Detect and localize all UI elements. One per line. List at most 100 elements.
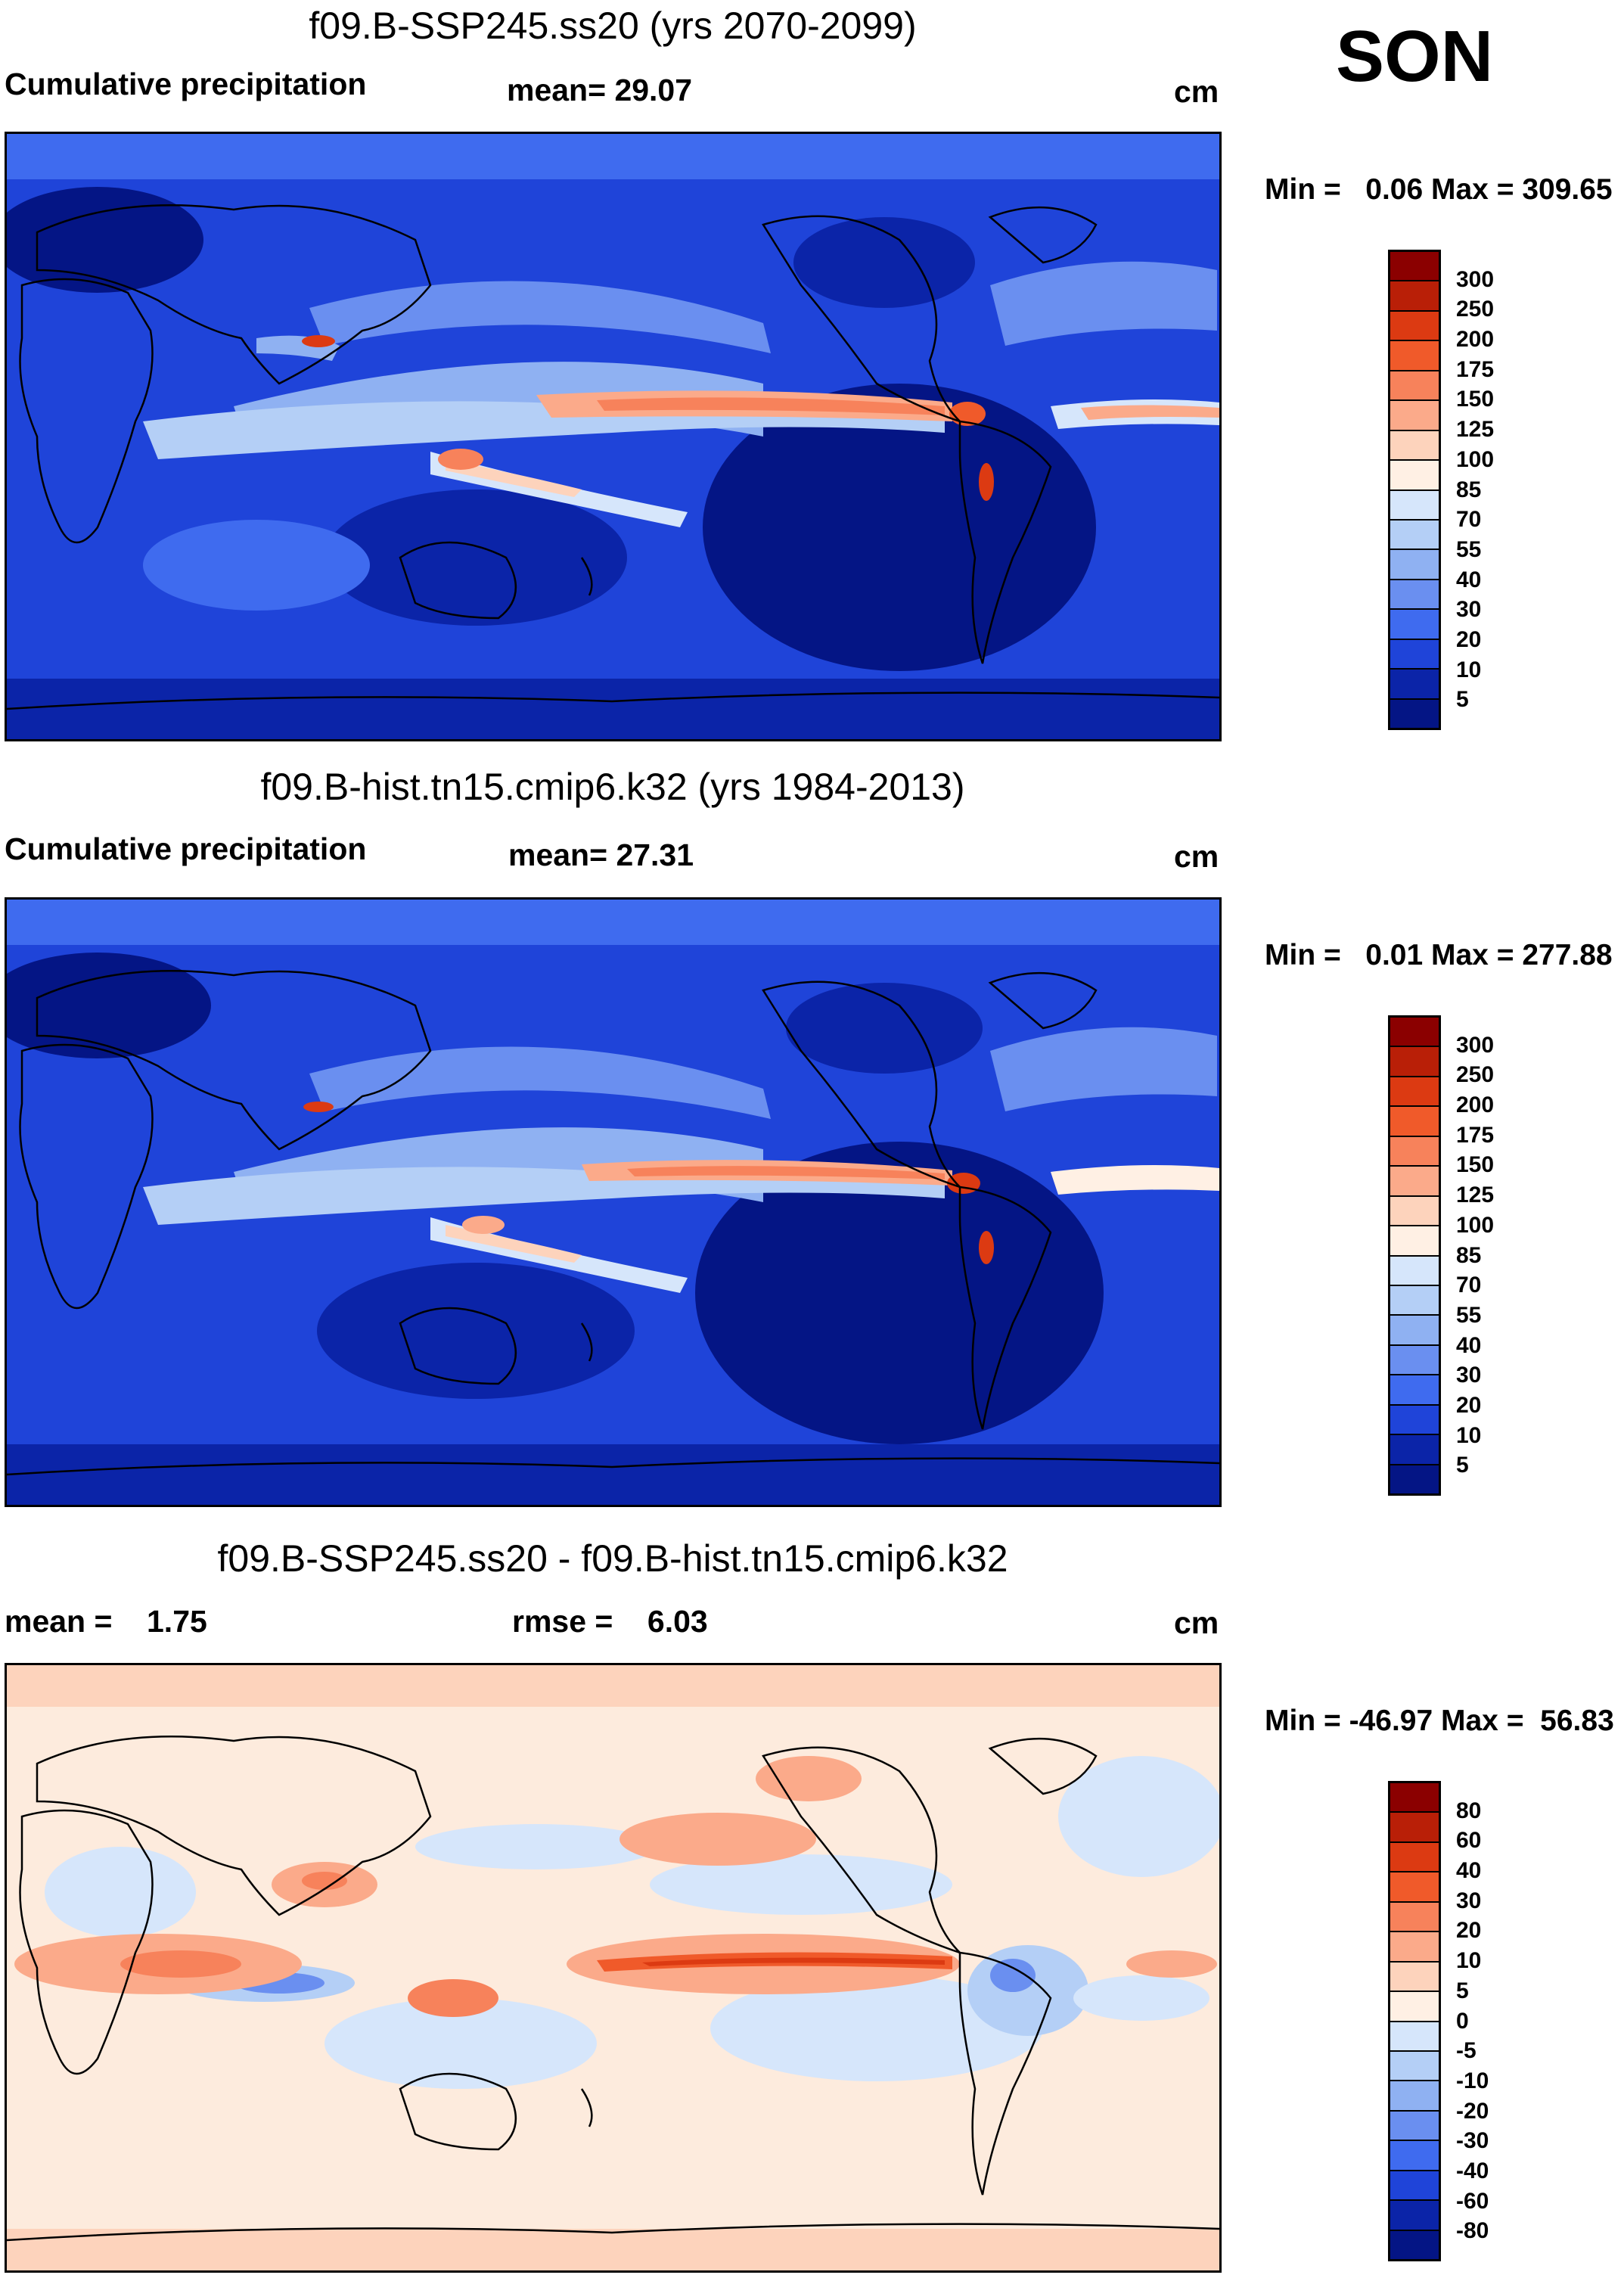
- colorbar-tick-label: 40: [1456, 567, 1482, 592]
- panel-3-colorbar-cells: [1390, 1783, 1439, 2259]
- panel-1-colorbar: [1388, 250, 1441, 730]
- colorbar-tick-label: 55: [1456, 1302, 1482, 1328]
- colorbar-tick-label: -5: [1456, 2038, 1477, 2064]
- colorbar-cell: [1390, 1077, 1439, 1108]
- colorbar-tick-label: 5: [1456, 1978, 1469, 2003]
- colorbar-cell: [1390, 1783, 1439, 1813]
- colorbar-tick-label: 300: [1456, 266, 1495, 292]
- colorbar-cell: [1390, 2201, 1439, 2231]
- colorbar-tick-label: 85: [1456, 1242, 1482, 1268]
- colorbar-cell: [1390, 2081, 1439, 2112]
- panel-1-variable-label: Cumulative precipitation: [5, 67, 367, 101]
- colorbar-tick-label: 200: [1456, 327, 1495, 353]
- colorbar-tick-label: 5: [1456, 687, 1469, 713]
- panel-3-colorbar-labels: 80 60 40 30 20 10 5 0 -5 -10 -20 -30 -40 -60 -80: [1456, 1781, 1539, 2261]
- colorbar-cell: [1390, 1405, 1439, 1436]
- colorbar-cell: [1390, 610, 1439, 640]
- colorbar-cell: [1390, 1842, 1439, 1873]
- colorbar-cell: [1390, 1932, 1439, 1963]
- colorbar-tick-label: 55: [1456, 536, 1482, 562]
- colorbar-cell: [1390, 1465, 1439, 1493]
- panel-3-mean-label: mean = 1.75: [5, 1604, 207, 1639]
- colorbar-tick-label: 70: [1456, 507, 1482, 533]
- panel-1-colorbar-cells: [1390, 252, 1439, 728]
- colorbar-cell: [1390, 1167, 1439, 1197]
- colorbar-tick-label: 300: [1456, 1032, 1495, 1058]
- colorbar-cell: [1390, 580, 1439, 611]
- colorbar-cell: [1390, 1375, 1439, 1406]
- colorbar-cell: [1390, 341, 1439, 371]
- colorbar-cell: [1390, 1316, 1439, 1346]
- colorbar-tick-label: 125: [1456, 417, 1495, 443]
- colorbar-cell: [1390, 2111, 1439, 2142]
- colorbar-tick-label: 250: [1456, 297, 1495, 322]
- colorbar-tick-label: -40: [1456, 2158, 1489, 2183]
- colorbar-cell: [1390, 281, 1439, 312]
- colorbar-cell: [1390, 1256, 1439, 1286]
- colorbar-cell: [1390, 401, 1439, 431]
- panel-2-precip-field: [7, 900, 1219, 1505]
- colorbar-tick-label: 200: [1456, 1092, 1495, 1118]
- colorbar-tick-label: 70: [1456, 1273, 1482, 1298]
- panel-1-colorbar-labels: 300 250 200 175 150 125 100 85 70 55 40 30 20 10 5: [1456, 250, 1539, 730]
- colorbar-tick-label: 150: [1456, 1152, 1495, 1178]
- colorbar-cell: [1390, 1018, 1439, 1048]
- panel-2-units-label: cm: [1174, 839, 1219, 874]
- colorbar-cell: [1390, 1435, 1439, 1465]
- colorbar-cell: [1390, 2051, 1439, 2082]
- colorbar-tick-label: 100: [1456, 446, 1495, 472]
- colorbar-tick-label: 10: [1456, 1948, 1482, 1974]
- colorbar-tick-label: -10: [1456, 2068, 1489, 2093]
- colorbar-cell: [1390, 1813, 1439, 1843]
- panel-1-mean-label: mean= 29.07: [507, 73, 693, 107]
- colorbar-tick-label: 10: [1456, 1422, 1482, 1448]
- colorbar-cell: [1390, 311, 1439, 342]
- panel-2-mean-label: mean= 27.31: [508, 838, 694, 872]
- colorbar-tick-label: 10: [1456, 657, 1482, 682]
- season-label: SON: [1335, 16, 1494, 97]
- colorbar-cell: [1390, 1345, 1439, 1376]
- colorbar-cell: [1390, 1107, 1439, 1137]
- colorbar-cell: [1390, 1136, 1439, 1167]
- panel-2-title: f09.B-hist.tn15.cmip6.k32 (yrs 1984-2013…: [260, 766, 965, 808]
- panel-2-colorbar-labels: 300 250 200 175 150 125 100 85 70 55 40 30 20 10 5: [1456, 1015, 1539, 1496]
- colorbar-cell: [1390, 550, 1439, 580]
- panel-1-minmax: Min = 0.06 Max = 309.65: [1265, 173, 1613, 206]
- colorbar-cell: [1390, 670, 1439, 700]
- colorbar-cell: [1390, 2171, 1439, 2202]
- colorbar-tick-label: 125: [1456, 1183, 1495, 1208]
- panel-2-map: [5, 897, 1222, 1507]
- colorbar-tick-label: 80: [1456, 1798, 1482, 1823]
- panel-3-map: [5, 1663, 1222, 2273]
- colorbar-tick-label: 40: [1456, 1332, 1482, 1358]
- colorbar-tick-label: 250: [1456, 1062, 1495, 1088]
- colorbar-tick-label: -80: [1456, 2218, 1489, 2244]
- panel-2-colorbar: [1388, 1015, 1441, 1496]
- colorbar-cell: [1390, 2022, 1439, 2052]
- panel-3-rmse-label: rmse = 6.03: [512, 1604, 708, 1639]
- colorbar-tick-label: 20: [1456, 1392, 1482, 1418]
- panel-3-colorbar: [1388, 1781, 1441, 2261]
- colorbar-cell: [1390, 639, 1439, 670]
- colorbar-tick-label: 30: [1456, 1888, 1482, 1913]
- colorbar-tick-label: 20: [1456, 1918, 1482, 1944]
- colorbar-tick-label: 150: [1456, 387, 1495, 412]
- panel-1-precip-field: [7, 134, 1219, 739]
- colorbar-tick-label: 30: [1456, 1363, 1482, 1388]
- colorbar-cell: [1390, 2141, 1439, 2171]
- colorbar-cell: [1390, 1285, 1439, 1316]
- colorbar-cell: [1390, 1902, 1439, 1933]
- colorbar-tick-label: 175: [1456, 1122, 1495, 1148]
- colorbar-tick-label: 20: [1456, 626, 1482, 652]
- colorbar-tick-label: -30: [1456, 2128, 1489, 2154]
- colorbar-cell: [1390, 2230, 1439, 2259]
- colorbar-cell: [1390, 461, 1439, 491]
- colorbar-cell: [1390, 430, 1439, 462]
- colorbar-tick-label: 175: [1456, 356, 1495, 382]
- colorbar-cell: [1390, 252, 1439, 282]
- panel-1-title: f09.B-SSP245.ss20 (yrs 2070-2099): [309, 5, 917, 47]
- colorbar-cell: [1390, 699, 1439, 728]
- panel-3-title: f09.B-SSP245.ss20 - f09.B-hist.tn15.cmip…: [217, 1537, 1008, 1580]
- colorbar-tick-label: -20: [1456, 2098, 1489, 2124]
- colorbar-tick-label: 40: [1456, 1858, 1482, 1884]
